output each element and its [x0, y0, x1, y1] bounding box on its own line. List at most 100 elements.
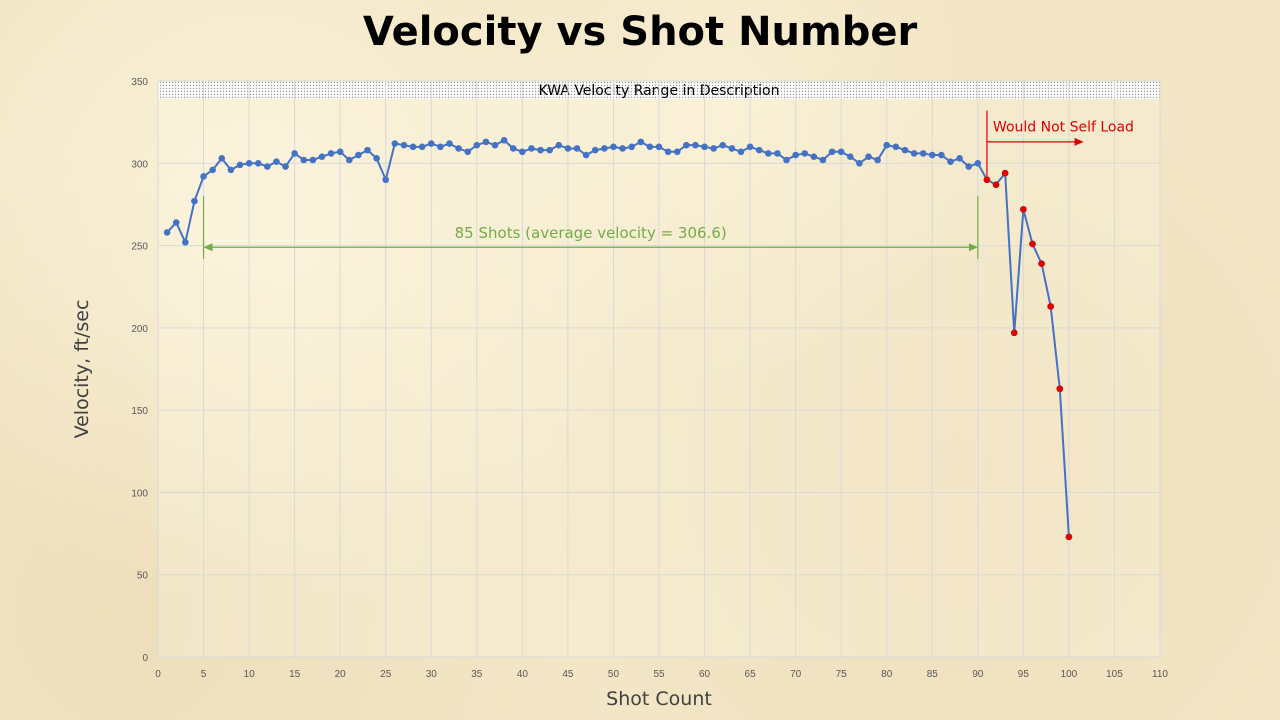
- data-point: [382, 176, 390, 184]
- data-point: [928, 151, 936, 159]
- data-point: [500, 136, 508, 144]
- x-tick-label: 60: [699, 669, 711, 680]
- data-point: [455, 145, 462, 152]
- x-tick-label: 75: [836, 669, 848, 680]
- data-point: [172, 219, 180, 226]
- data-point: [601, 145, 608, 152]
- x-tick-label: 100: [1061, 669, 1078, 680]
- data-point-highlighted: [983, 176, 991, 184]
- data-point-highlighted: [1047, 303, 1054, 310]
- data-point: [573, 145, 581, 152]
- data-point: [546, 146, 553, 154]
- data-point: [591, 146, 599, 154]
- x-tick-label: 0: [155, 669, 161, 680]
- data-point: [555, 141, 563, 149]
- data-point: [437, 143, 444, 151]
- data-point: [254, 159, 262, 167]
- x-tick-label: 95: [1018, 669, 1030, 680]
- data-point: [200, 173, 207, 180]
- data-point: [163, 229, 171, 236]
- y-tick-label: 0: [142, 653, 148, 664]
- data-point: [965, 163, 973, 170]
- data-point: [956, 155, 963, 162]
- data-point: [218, 155, 226, 162]
- data-point-highlighted: [1001, 169, 1009, 177]
- y-axis-ticks: 0 50 100 150 200 250 300 350: [131, 77, 148, 664]
- data-point: [273, 158, 280, 165]
- data-point: [947, 158, 954, 165]
- velocity-series: [163, 136, 1073, 541]
- data-point: [610, 143, 617, 151]
- data-point: [373, 155, 380, 162]
- data-point: [974, 159, 982, 167]
- data-point: [318, 153, 326, 161]
- data-point: [519, 148, 526, 156]
- data-point: [828, 148, 836, 156]
- data-point-highlighted: [1065, 533, 1073, 541]
- no-load-label: Would Not Self Load: [993, 119, 1134, 135]
- data-point: [664, 148, 672, 156]
- data-point: [364, 146, 371, 154]
- data-point: [710, 145, 717, 152]
- data-point: [637, 138, 645, 146]
- y-axis-title: Velocity, ft/sec: [71, 300, 93, 439]
- data-point: [427, 140, 435, 147]
- data-point: [336, 148, 344, 156]
- data-point: [191, 197, 198, 205]
- data-point: [683, 141, 690, 149]
- x-tick-label: 40: [517, 669, 529, 680]
- x-tick-label: 25: [380, 669, 392, 680]
- data-point: [282, 163, 289, 170]
- data-point: [209, 166, 216, 174]
- x-axis-title: Shot Count: [606, 688, 712, 710]
- data-point: [846, 153, 854, 161]
- data-point: [783, 156, 790, 164]
- y-tick-label: 250: [131, 242, 148, 253]
- chart-title: Velocity vs Shot Number: [362, 9, 918, 55]
- y-tick-label: 100: [131, 488, 148, 499]
- data-point: [919, 150, 927, 157]
- data-point: [391, 140, 399, 147]
- data-point: [264, 163, 271, 170]
- y-tick-label: 200: [131, 324, 148, 335]
- data-point: [810, 153, 818, 161]
- data-point: [509, 145, 517, 152]
- data-point: [491, 141, 499, 149]
- x-tick-label: 35: [471, 669, 483, 680]
- data-point: [755, 146, 763, 154]
- data-point: [892, 143, 900, 151]
- data-point: [564, 145, 572, 152]
- data-point-highlighted: [1010, 329, 1018, 337]
- data-point: [883, 141, 891, 149]
- y-tick-label: 150: [131, 406, 148, 417]
- x-tick-label: 5: [201, 669, 207, 680]
- span-label: 85 Shots (average velocity = 306.6): [455, 224, 727, 242]
- data-point: [619, 145, 626, 152]
- data-point: [728, 145, 736, 152]
- x-tick-label: 15: [289, 669, 301, 680]
- data-point: [801, 150, 809, 157]
- data-point-highlighted: [1056, 385, 1064, 393]
- x-tick-label: 70: [790, 669, 802, 680]
- data-point: [345, 156, 353, 164]
- data-point: [901, 146, 909, 154]
- data-point: [792, 151, 799, 159]
- data-point: [938, 151, 945, 159]
- data-point: [482, 138, 490, 146]
- data-point: [774, 150, 781, 157]
- data-point: [245, 159, 253, 167]
- data-point: [582, 151, 590, 159]
- data-point: [865, 153, 872, 161]
- data-point: [646, 143, 654, 151]
- y-tick-label: 300: [131, 159, 148, 170]
- x-tick-label: 110: [1152, 669, 1168, 680]
- x-tick-label: 20: [335, 669, 347, 680]
- data-point: [400, 141, 408, 149]
- data-point: [910, 150, 918, 157]
- data-point: [701, 143, 708, 151]
- data-point: [765, 150, 772, 157]
- x-tick-label: 90: [972, 669, 984, 680]
- data-point-highlighted: [1020, 206, 1027, 213]
- x-tick-label: 80: [881, 669, 893, 680]
- data-point: [528, 145, 535, 152]
